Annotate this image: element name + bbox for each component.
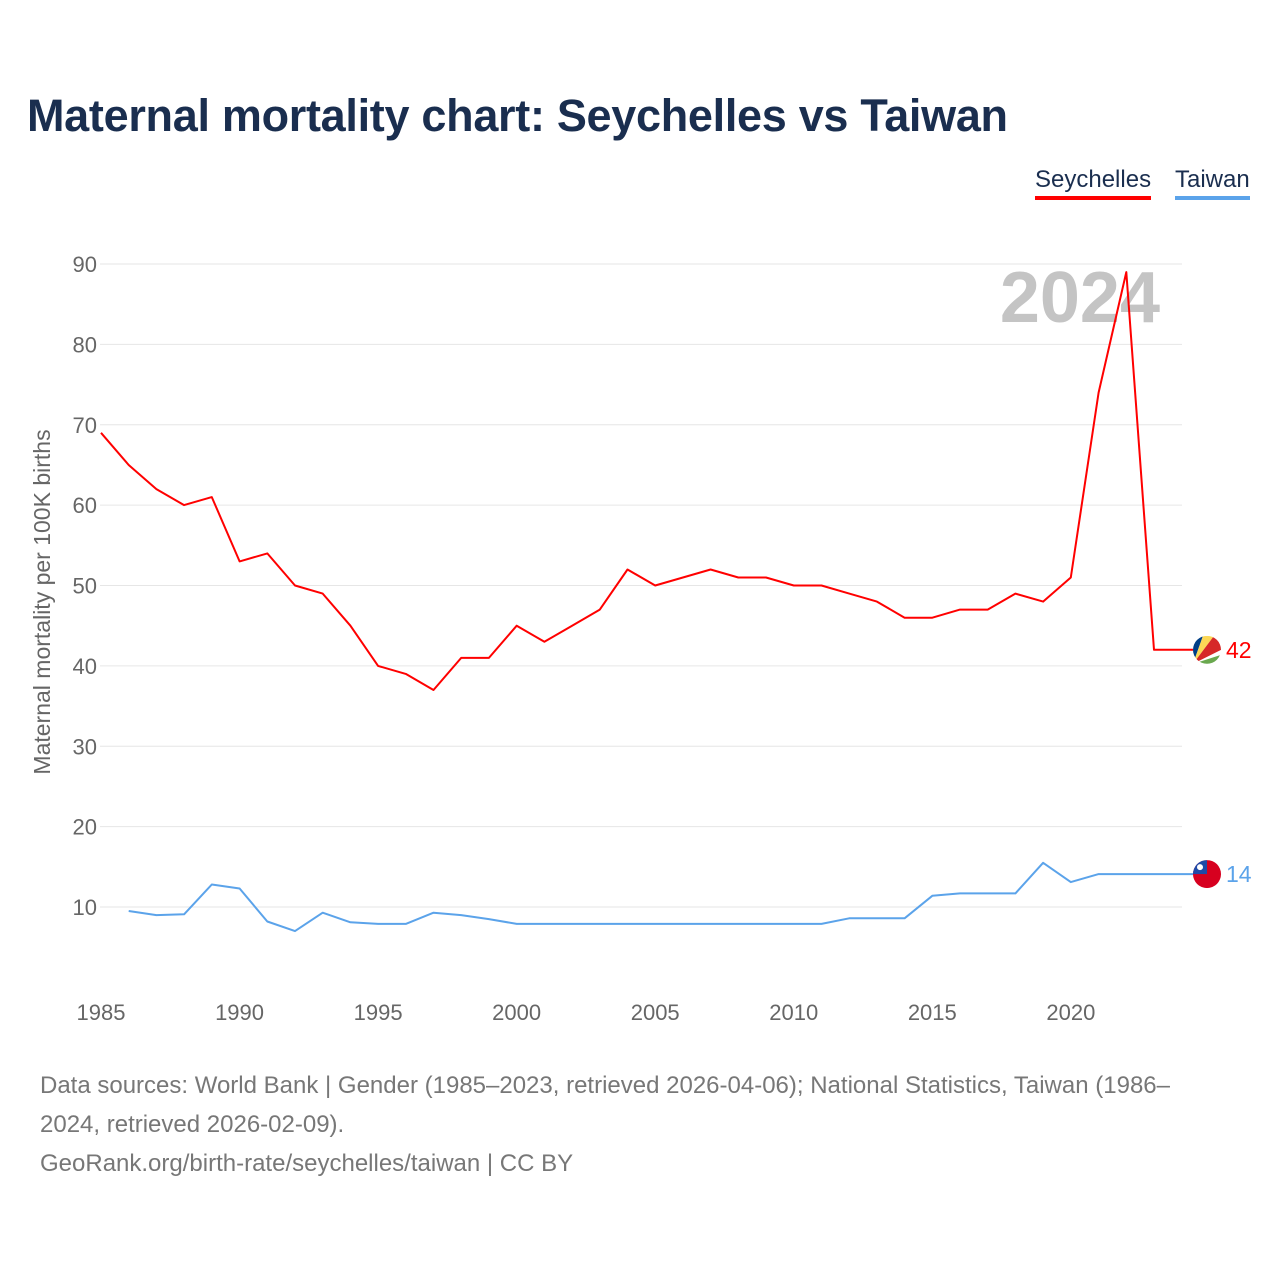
y-tick-label: 60 xyxy=(73,493,97,518)
x-tick-label: 1985 xyxy=(77,1000,126,1025)
end-value-label: 14 xyxy=(1226,861,1252,887)
data-sources: Data sources: World Bank | Gender (1985–… xyxy=(40,1072,1170,1138)
line-chart: 10 20 30 40 50 60 70 80 90 1985 1990 1995 2000 2005 20… xyxy=(29,252,1252,1025)
x-tick-label: 2020 xyxy=(1046,1000,1095,1025)
y-axis-label: Maternal mortality per 100K births xyxy=(29,429,55,774)
y-tick-label: 10 xyxy=(73,895,97,920)
y-tick-label: 90 xyxy=(73,252,97,277)
chart-title: Maternal mortality chart: Seychelles vs … xyxy=(27,90,1008,141)
year-watermark: 2024 xyxy=(1000,258,1160,338)
y-tick-label: 40 xyxy=(73,654,97,679)
y-tick-label: 50 xyxy=(73,574,97,599)
legend-taiwan[interactable]: Taiwan xyxy=(1175,166,1250,200)
series-line-seychelles xyxy=(100,271,1195,691)
source-link[interactable]: GeoRank.org/birth-rate/seychelles/taiwan… xyxy=(40,1150,574,1177)
x-tick-label: 1990 xyxy=(215,1000,264,1025)
y-tick-label: 70 xyxy=(73,413,97,438)
series-line-taiwan xyxy=(128,861,1195,933)
y-tick-label: 20 xyxy=(73,815,97,840)
x-tick-label: 1995 xyxy=(354,1000,403,1025)
footer: Data sources: World Bank | Gender (1985–… xyxy=(40,1066,1220,1183)
y-tick-label: 30 xyxy=(73,734,97,759)
seychelles-flag-icon xyxy=(1193,635,1221,664)
legend-seychelles[interactable]: Seychelles xyxy=(1035,166,1152,200)
y-tick-label: 80 xyxy=(73,332,97,357)
taiwan-flag-icon xyxy=(1193,860,1221,889)
x-tick-label: 2000 xyxy=(492,1000,541,1025)
x-tick-label: 2015 xyxy=(908,1000,957,1025)
x-tick-label: 2005 xyxy=(631,1000,680,1025)
end-value-label: 42 xyxy=(1226,637,1252,663)
x-tick-label: 2010 xyxy=(769,1000,818,1025)
